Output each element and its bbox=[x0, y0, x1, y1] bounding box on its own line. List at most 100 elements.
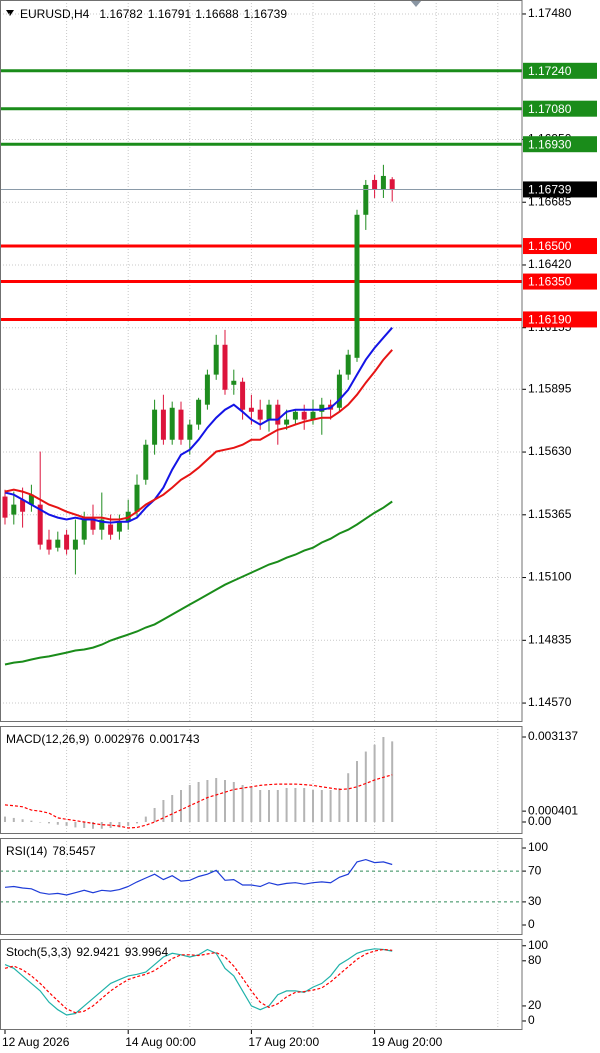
candle-body bbox=[345, 354, 351, 375]
candle-body bbox=[90, 517, 96, 530]
level-label: 1.17240 bbox=[528, 64, 572, 78]
level-label: 1.16350 bbox=[528, 275, 572, 289]
moving-average bbox=[4, 349, 393, 521]
histogram-bar bbox=[294, 787, 297, 822]
histogram-bar bbox=[391, 741, 394, 822]
indicator-header: Stoch(5,3,3) 92.9421 93.9964 bbox=[6, 945, 168, 959]
histogram-bar bbox=[268, 789, 270, 822]
candle-body bbox=[284, 419, 290, 425]
candle-body bbox=[222, 344, 228, 390]
histogram-bar bbox=[180, 789, 182, 822]
symbol: EURUSD,H4 bbox=[20, 7, 90, 21]
y-tick-label: 70 bbox=[528, 863, 542, 877]
candle-body bbox=[169, 407, 175, 440]
histogram-bar bbox=[56, 821, 59, 825]
candle-body bbox=[248, 407, 254, 412]
candle-body bbox=[380, 175, 386, 190]
candle-body bbox=[213, 344, 219, 375]
candle-body bbox=[187, 424, 193, 440]
y-tick-label: 30 bbox=[528, 894, 542, 908]
y-tick-label: 0 bbox=[528, 1013, 535, 1027]
ohlc-low: 1.16688 bbox=[195, 7, 239, 21]
candle-body bbox=[72, 539, 78, 550]
candle-body bbox=[64, 534, 70, 550]
candle-body bbox=[231, 380, 237, 385]
candle-body bbox=[178, 409, 184, 440]
y-tick-label: 1.14835 bbox=[528, 632, 572, 646]
candle-body bbox=[160, 409, 166, 440]
histogram-bar bbox=[250, 786, 253, 822]
y-tick-label: 100 bbox=[528, 938, 548, 952]
panel-frame bbox=[0, 939, 523, 1030]
candle-body bbox=[46, 539, 52, 550]
indicator-value: 0.002976 bbox=[94, 732, 144, 746]
candle-body bbox=[319, 404, 325, 412]
histogram-bar bbox=[92, 821, 94, 829]
histogram-bar bbox=[329, 789, 332, 822]
candle-body bbox=[354, 214, 360, 358]
x-tick-label: 14 Aug 00:00 bbox=[125, 1035, 196, 1049]
candle-body bbox=[301, 411, 307, 420]
level-label: 1.16930 bbox=[528, 137, 572, 151]
y-tick-label: 1.17480 bbox=[528, 6, 572, 20]
candle-body bbox=[257, 409, 263, 420]
ohlc-high: 1.16791 bbox=[148, 7, 192, 21]
indicator-title: MACD(12,26,9) bbox=[6, 732, 89, 746]
level-label-box bbox=[523, 238, 597, 255]
y-tick-label: 0.003137 bbox=[528, 729, 578, 743]
indicator-line bbox=[4, 948, 393, 1016]
indicator-line bbox=[4, 948, 393, 1014]
y-tick-label: 1.15100 bbox=[528, 570, 572, 584]
indicator-header: MACD(12,26,9) 0.002976 0.001743 bbox=[6, 732, 200, 746]
histogram-bar bbox=[136, 821, 138, 824]
candle-body bbox=[116, 521, 122, 532]
candle-body bbox=[134, 484, 140, 512]
indicator-value: 93.9964 bbox=[125, 945, 169, 959]
histogram-bar bbox=[12, 817, 15, 822]
candle-body bbox=[2, 496, 8, 518]
y-tick-label: 100 bbox=[528, 840, 548, 854]
candle-body bbox=[275, 404, 281, 425]
candle-body bbox=[240, 381, 246, 410]
histogram-bar bbox=[109, 821, 112, 828]
histogram-bar bbox=[153, 807, 156, 822]
header-marker bbox=[6, 10, 14, 16]
y-tick-label: 1.16420 bbox=[528, 257, 572, 271]
candle-body bbox=[11, 504, 17, 515]
histogram-bar bbox=[312, 789, 314, 822]
current-price-box bbox=[523, 181, 597, 198]
candle-body bbox=[81, 519, 87, 540]
indicator-title: RSI(14) bbox=[6, 844, 47, 858]
candle-body bbox=[37, 504, 43, 545]
histogram-bar bbox=[356, 761, 358, 822]
histogram-bar bbox=[224, 780, 226, 822]
candle-body bbox=[204, 374, 210, 405]
histogram-bar bbox=[144, 816, 147, 822]
candle-body bbox=[99, 519, 105, 530]
indicator-value: 78.5457 bbox=[52, 844, 96, 858]
y-tick-label: 0 bbox=[528, 917, 535, 931]
histogram-bar bbox=[347, 773, 350, 822]
y-tick-label: 0.00 bbox=[528, 814, 552, 828]
y-tick-label: 1.15630 bbox=[528, 444, 572, 458]
candle-body bbox=[108, 524, 114, 535]
histogram-bar bbox=[338, 787, 341, 822]
ohlc-open: 1.16782 bbox=[99, 7, 143, 21]
level-label: 1.16500 bbox=[528, 239, 572, 253]
candle-body bbox=[310, 411, 316, 420]
candle-body bbox=[143, 444, 149, 480]
histogram-bar bbox=[171, 795, 174, 822]
x-tick-label: 19 Aug 20:00 bbox=[372, 1035, 443, 1049]
moving-average bbox=[4, 500, 393, 666]
level-label: 1.16190 bbox=[528, 313, 572, 327]
histogram-bar bbox=[100, 821, 103, 829]
indicator-title: Stoch(5,3,3) bbox=[6, 945, 71, 959]
histogram-bar bbox=[241, 785, 244, 822]
candle-body bbox=[389, 179, 395, 190]
moving-average bbox=[4, 327, 393, 524]
panel-frame bbox=[0, 0, 523, 722]
y-tick-label: 1.15365 bbox=[528, 507, 572, 521]
